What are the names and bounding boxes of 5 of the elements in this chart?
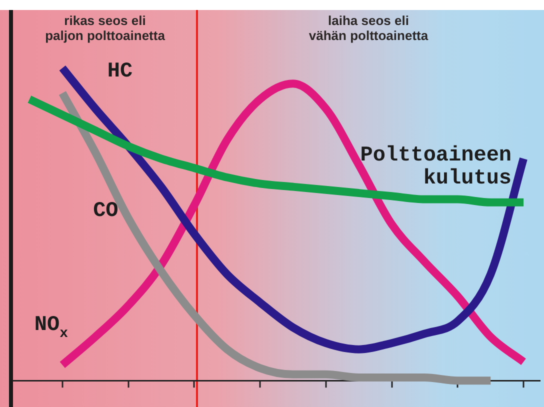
series-label: CO xyxy=(93,200,118,224)
text: laiha seos eli vähän polttoainetta xyxy=(308,13,429,43)
series-label: HC xyxy=(107,60,133,84)
text: rikas seos eli paljon polttoainetta xyxy=(45,13,166,43)
series-label: Polttoaineen kulutus xyxy=(360,144,512,190)
